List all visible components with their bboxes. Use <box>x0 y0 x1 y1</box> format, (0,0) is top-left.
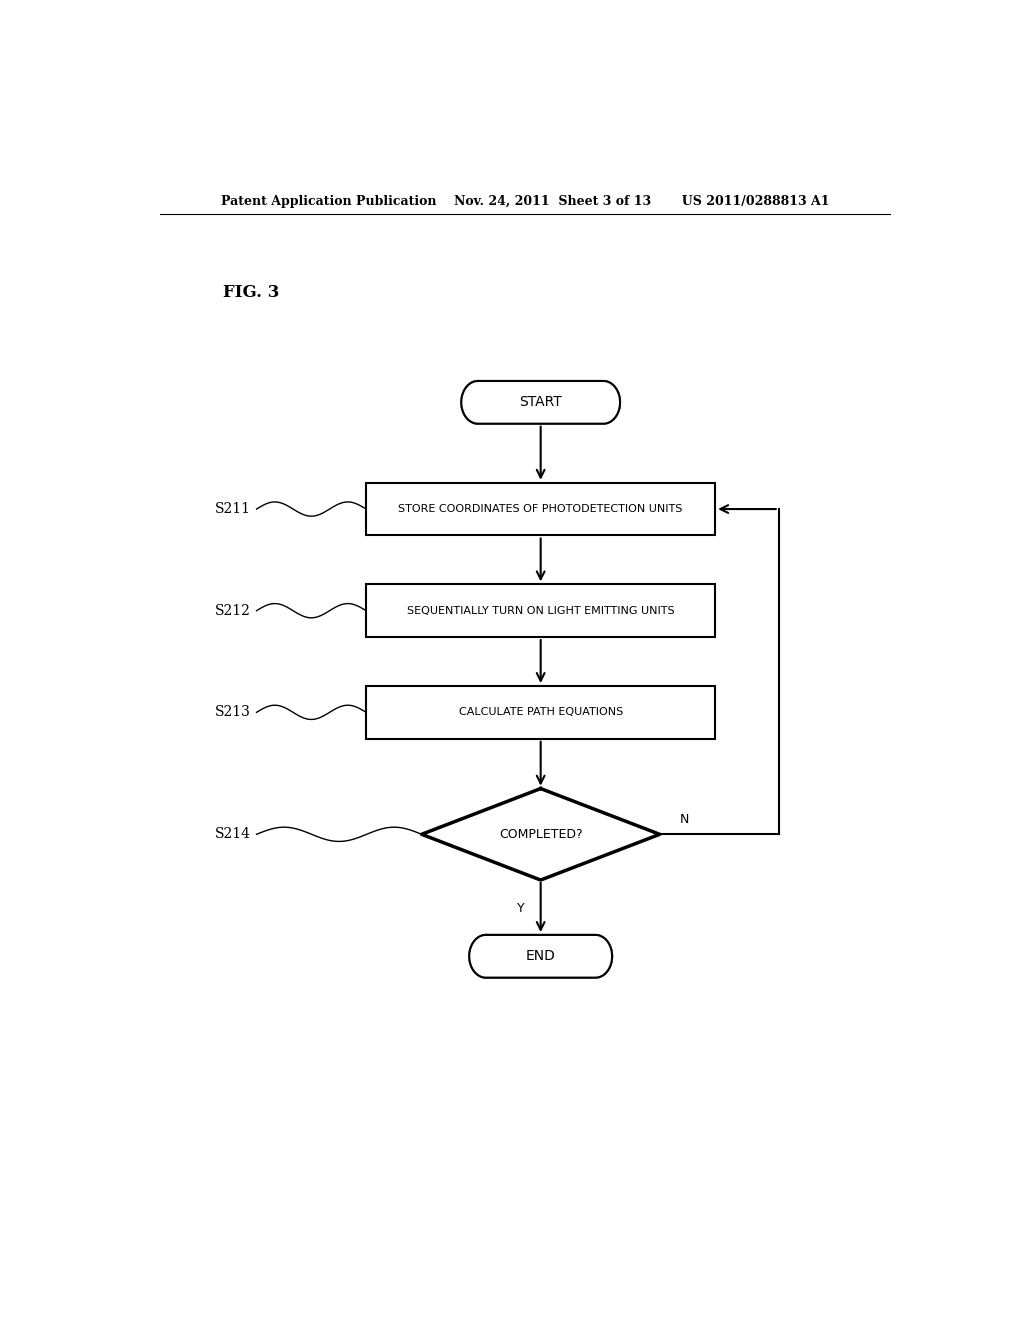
Text: SEQUENTIALLY TURN ON LIGHT EMITTING UNITS: SEQUENTIALLY TURN ON LIGHT EMITTING UNIT… <box>407 606 675 615</box>
Text: S213: S213 <box>215 705 251 719</box>
Text: S214: S214 <box>215 828 251 841</box>
Bar <box>367 585 715 638</box>
Text: S212: S212 <box>215 603 251 618</box>
Text: CALCULATE PATH EQUATIONS: CALCULATE PATH EQUATIONS <box>459 708 623 717</box>
Text: START: START <box>519 395 562 409</box>
Text: END: END <box>525 949 556 964</box>
Text: Patent Application Publication    Nov. 24, 2011  Sheet 3 of 13       US 2011/028: Patent Application Publication Nov. 24, … <box>220 194 829 207</box>
Polygon shape <box>422 788 659 880</box>
Text: FIG. 3: FIG. 3 <box>223 284 280 301</box>
Text: STORE COORDINATES OF PHOTODETECTION UNITS: STORE COORDINATES OF PHOTODETECTION UNIT… <box>398 504 683 513</box>
Bar <box>367 483 715 536</box>
Text: S211: S211 <box>215 502 251 516</box>
Polygon shape <box>462 381 620 424</box>
Text: Y: Y <box>517 903 524 915</box>
Text: N: N <box>680 813 689 825</box>
Text: COMPLETED?: COMPLETED? <box>499 828 583 841</box>
Bar <box>367 686 715 739</box>
Polygon shape <box>469 935 612 978</box>
